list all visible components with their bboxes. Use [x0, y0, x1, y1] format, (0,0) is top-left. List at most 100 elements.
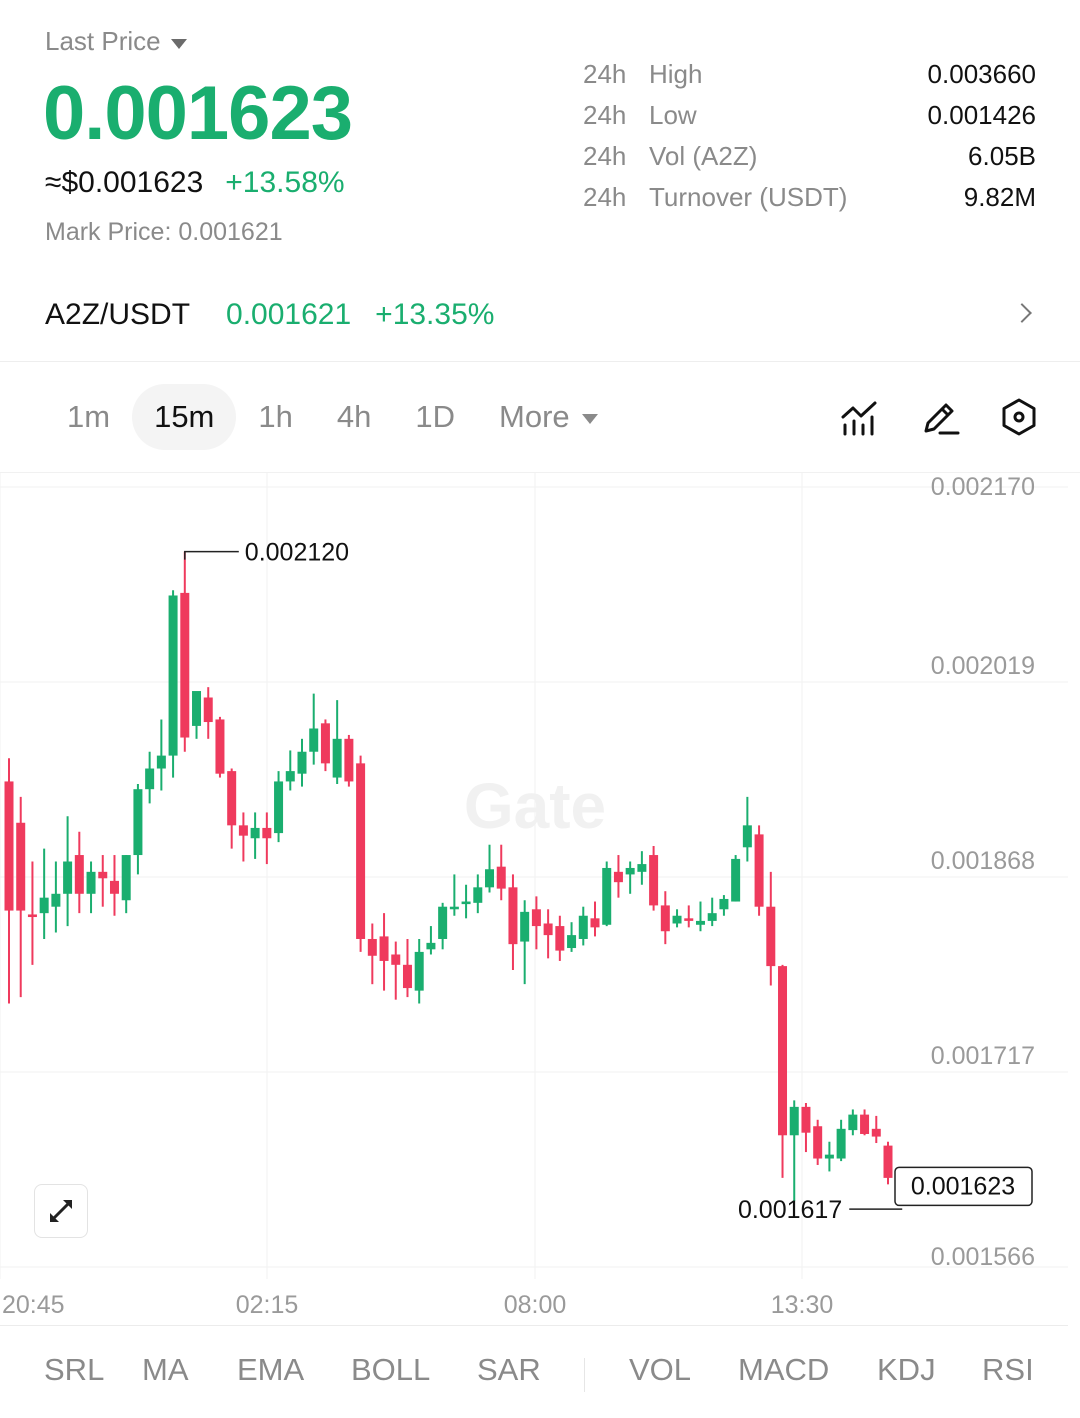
candle	[742, 796, 752, 862]
expand-icon	[50, 1200, 72, 1222]
candle	[192, 691, 202, 739]
stat-value: 6.05B	[968, 141, 1036, 171]
indicator-macd[interactable]: MACD	[738, 1352, 830, 1387]
indicator-vol[interactable]: VOL	[629, 1352, 692, 1387]
current-price-label: 0.001623	[911, 1172, 1015, 1200]
candle	[461, 884, 471, 919]
candles	[4, 551, 905, 1202]
candle	[485, 844, 495, 893]
x-tick-label: 13:30	[771, 1291, 834, 1319]
candle	[39, 848, 49, 939]
candle-body	[367, 938, 377, 956]
candle	[215, 716, 225, 778]
candle-body	[637, 864, 647, 872]
candle	[274, 771, 284, 843]
x-axis-labels: 20:45 02:15 08:00 13:30	[2, 1291, 833, 1319]
stat-label: Low	[649, 100, 697, 130]
tab-1h[interactable]: 1h	[258, 399, 293, 434]
indicator-kdj[interactable]: KDJ	[877, 1352, 936, 1387]
candle-body	[203, 697, 213, 723]
indicator-boll[interactable]: BOLL	[351, 1352, 431, 1387]
candle	[508, 874, 518, 970]
tab-more[interactable]: More	[477, 384, 620, 450]
tab-4h[interactable]: 4h	[336, 399, 372, 434]
spot-pair-link[interactable]: A2Z/USDT 0.001621 +13.35%	[45, 298, 1035, 332]
candle	[227, 768, 237, 849]
indicator-ema[interactable]: EMA	[237, 1352, 305, 1387]
candle-body	[883, 1145, 893, 1178]
candle	[309, 693, 319, 765]
stat-label: High	[649, 59, 703, 89]
interval-tabs: 1m 15m 1h 4h 1D More	[45, 384, 620, 450]
candle-body	[707, 913, 717, 921]
candle	[801, 1102, 811, 1153]
candle	[543, 909, 553, 959]
candle	[578, 906, 588, 946]
last-price-value: 0.001623	[43, 71, 353, 156]
candle	[754, 825, 764, 916]
candle-body	[485, 869, 495, 888]
fullscreen-button[interactable]	[34, 1184, 88, 1238]
stat-period: 24h	[583, 100, 627, 130]
candle-body	[567, 935, 577, 949]
candle-body	[27, 914, 37, 918]
indicator-ma[interactable]: MA	[142, 1352, 189, 1387]
candle	[637, 851, 647, 885]
candle-body	[285, 771, 295, 782]
candle	[262, 812, 272, 865]
stat-period: 24h	[583, 141, 627, 171]
candle-body	[16, 822, 26, 911]
indicator-bar: SRL MA EMA BOLL SAR VOL MACD KDJ RSI	[0, 1336, 1080, 1406]
candle	[719, 895, 729, 916]
stat-period: 24h	[583, 182, 627, 212]
stat-row-turnover: 24h Turnover (USDT) 9.82M	[583, 177, 1036, 218]
hexagon-settings-icon[interactable]	[997, 395, 1041, 439]
candle	[520, 900, 530, 985]
watermark-text: Gate	[464, 770, 606, 842]
indicator-srl[interactable]: SRL	[44, 1352, 105, 1387]
pencil-draw-icon[interactable]	[918, 395, 962, 439]
candle	[402, 938, 412, 998]
indicator-chart-icon[interactable]	[837, 395, 881, 439]
candle	[391, 941, 401, 1000]
candle-body	[543, 923, 553, 936]
y-tick-label: 0.001868	[931, 847, 1035, 875]
candle-body	[262, 827, 272, 839]
stat-period: 24h	[583, 59, 627, 89]
stat-label: Vol (A2Z)	[649, 141, 758, 171]
candle	[789, 1100, 799, 1202]
low-price-label: 0.001617	[738, 1196, 842, 1224]
tab-15m[interactable]: 15m	[132, 384, 237, 450]
candle	[438, 902, 448, 950]
candle-body	[109, 880, 119, 894]
mark-price: Mark Price: 0.001621	[45, 218, 283, 247]
pair-symbol: A2Z/USDT	[45, 298, 191, 331]
candle	[109, 855, 119, 916]
divider	[0, 361, 1080, 362]
candle-body	[836, 1128, 846, 1159]
candle-body	[391, 954, 401, 965]
candle-body	[625, 867, 635, 875]
stat-row-high: 24h High 0.003660	[583, 54, 1036, 95]
mark-price-label: Mark Price:	[45, 218, 172, 246]
candle-body	[297, 751, 307, 774]
candle-body	[684, 918, 694, 921]
candle-body	[63, 861, 73, 894]
indicator-sar[interactable]: SAR	[477, 1352, 541, 1387]
candle-body	[145, 768, 155, 790]
candle-body	[344, 738, 354, 782]
candle	[672, 909, 682, 928]
candle-body	[215, 719, 225, 774]
tab-1d[interactable]: 1D	[415, 399, 455, 434]
last-price-selector[interactable]: Last Price	[45, 26, 187, 57]
indicator-rsi[interactable]: RSI	[982, 1352, 1034, 1387]
stat-row-volume: 24h Vol (A2Z) 6.05B	[583, 136, 1036, 177]
x-tick-label: 20:45	[2, 1291, 65, 1319]
tab-1m[interactable]: 1m	[67, 399, 111, 434]
candle-body	[379, 936, 389, 961]
candle-body	[438, 906, 448, 939]
candle-body	[192, 691, 202, 726]
stat-value: 0.001426	[927, 100, 1036, 130]
candle-body	[824, 1154, 834, 1159]
